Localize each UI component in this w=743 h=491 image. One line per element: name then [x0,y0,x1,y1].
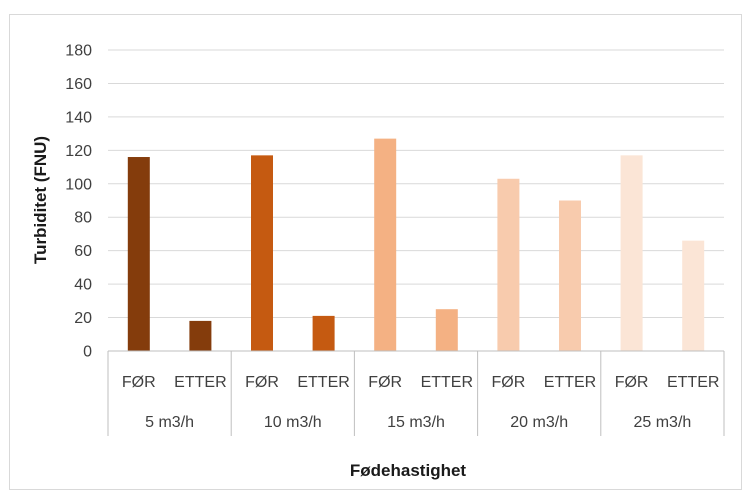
y-axis-title: Turbiditet (FNU) [31,136,50,264]
bar-5-m3-h-før [127,157,150,351]
y-tick-label: 160 [65,76,92,93]
y-tick-label: 40 [74,277,92,294]
y-tick-label: 60 [74,243,92,260]
x-category-label: ETTER [544,374,596,391]
bars [127,138,705,351]
y-tick-label: 100 [65,176,92,193]
bar-25-m3-h-før [620,155,643,351]
y-tick-label: 140 [65,109,92,126]
y-axis-ticks: 0 20 40 60 80 100 120 140 160 180 [65,43,92,361]
bar-25-m3-h-etter [682,240,705,351]
x-category-label: ETTER [421,374,473,391]
bar-5-m3-h-etter [189,320,212,351]
x-axis-title: Fødehastighet [350,461,467,480]
x-category-label: FØR [245,374,279,391]
x-category-label: FØR [615,374,649,391]
y-tick-label: 120 [65,143,92,160]
x-group-label: 20 m3/h [510,414,568,431]
y-tick-label: 180 [65,43,92,60]
y-tick-label: 80 [74,210,92,227]
x-group-label: 10 m3/h [264,414,322,431]
x-category-label: FØR [368,374,402,391]
bar-15-m3-h-etter [435,309,458,351]
bar-15-m3-h-før [374,138,397,351]
x-category-label: ETTER [297,374,349,391]
y-tick-label: 0 [83,344,92,361]
y-tick-label: 20 [74,310,92,327]
bar-10-m3-h-før [251,155,273,351]
x-axis: FØR ETTER 5 m3/h FØR ETTER 10 m3/h FØR ETTER 15 … [107,350,725,436]
x-group-label: 5 m3/h [145,414,194,431]
x-category-label: FØR [492,374,526,391]
x-category-label: FØR [122,374,156,391]
bar-10-m3-h-etter [312,315,335,351]
bar-20-m3-h-før [497,178,520,351]
x-category-label: ETTER [174,374,226,391]
x-group-label: 15 m3/h [387,414,445,431]
x-category-label: ETTER [667,374,719,391]
bar-20-m3-h-etter [559,200,581,351]
x-group-label: 25 m3/h [633,414,691,431]
